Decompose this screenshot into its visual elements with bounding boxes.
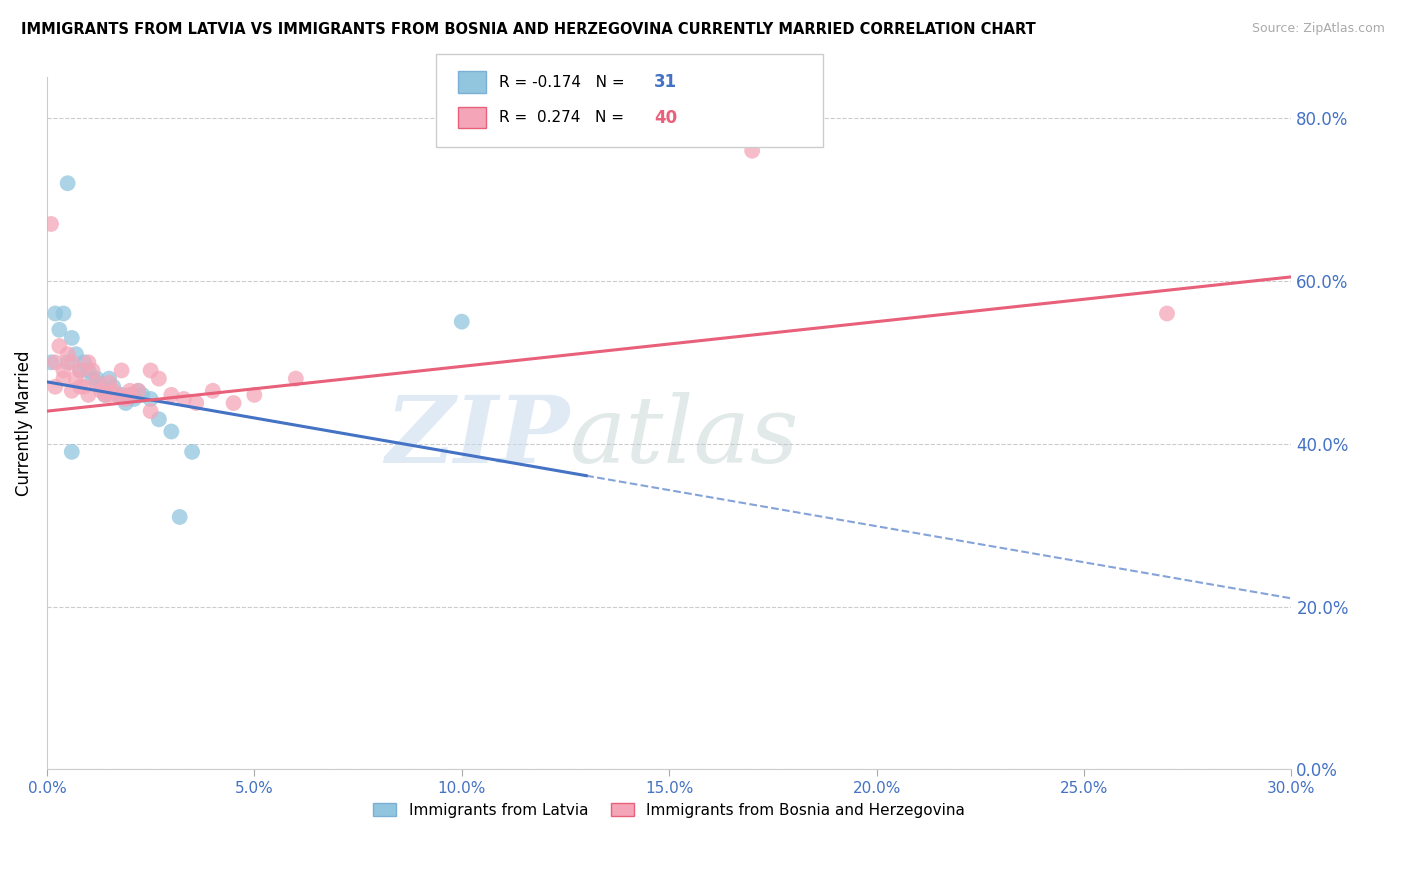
Point (82, 371, 104, 385)
Point (69, 363, 91, 377)
Point (56, 347, 79, 361)
Point (148, 371, 170, 385)
Point (44, 355, 66, 369)
Point (110, 363, 132, 377)
Point (741, 144, 763, 158)
Text: 40: 40 (654, 109, 676, 127)
Point (48, 339, 70, 353)
Point (160, 425, 183, 439)
Point (103, 380, 125, 394)
Point (90, 384, 112, 398)
Point (181, 445, 204, 459)
Point (114, 396, 136, 410)
Point (52, 363, 75, 377)
Point (60, 331, 83, 345)
Point (139, 404, 162, 418)
Point (90, 380, 112, 394)
Point (48, 323, 70, 337)
Point (98, 376, 121, 390)
Point (82, 363, 104, 377)
Legend: Immigrants from Latvia, Immigrants from Bosnia and Herzegovina: Immigrants from Latvia, Immigrants from … (367, 797, 972, 824)
Point (127, 384, 149, 398)
Point (77, 388, 100, 402)
Point (103, 384, 125, 398)
Point (77, 355, 100, 369)
Point (107, 388, 129, 402)
Point (86, 371, 108, 385)
Point (94, 388, 117, 402)
Point (114, 392, 136, 406)
Point (56, 176, 79, 190)
Text: Source: ZipAtlas.com: Source: ZipAtlas.com (1251, 22, 1385, 36)
Text: R =  0.274   N =: R = 0.274 N = (499, 111, 628, 125)
Point (44, 380, 66, 394)
Point (60, 355, 83, 369)
Text: atlas: atlas (569, 392, 799, 483)
Point (284, 371, 307, 385)
Y-axis label: Currently Married: Currently Married (15, 351, 32, 496)
Point (222, 396, 245, 410)
Point (52, 306, 75, 320)
Point (98, 388, 121, 402)
Point (243, 388, 266, 402)
Point (60, 445, 83, 459)
Point (160, 388, 183, 402)
Point (86, 376, 108, 390)
Point (148, 412, 170, 426)
Point (122, 392, 145, 406)
Point (131, 388, 153, 402)
Point (139, 363, 162, 377)
Point (450, 315, 472, 329)
Point (169, 510, 191, 524)
Text: 31: 31 (654, 73, 676, 91)
Point (186, 396, 208, 410)
Point (69, 380, 91, 394)
Text: R = -0.174   N =: R = -0.174 N = (499, 75, 630, 89)
Point (118, 388, 141, 402)
Point (1156, 306, 1178, 320)
Point (44, 306, 66, 320)
Point (52, 371, 75, 385)
Point (65, 347, 87, 361)
Text: IMMIGRANTS FROM LATVIA VS IMMIGRANTS FROM BOSNIA AND HERZEGOVINA CURRENTLY MARRI: IMMIGRANTS FROM LATVIA VS IMMIGRANTS FRO… (21, 22, 1036, 37)
Point (65, 371, 87, 385)
Point (173, 392, 195, 406)
Point (73, 380, 96, 394)
Point (201, 384, 224, 398)
Point (77, 363, 100, 377)
Point (60, 384, 83, 398)
Point (73, 355, 96, 369)
Point (56, 355, 79, 369)
Point (39, 355, 62, 369)
Text: ZIP: ZIP (385, 392, 569, 483)
Point (139, 392, 162, 406)
Point (107, 388, 129, 402)
Point (98, 371, 121, 385)
Point (110, 388, 132, 402)
Point (118, 384, 141, 398)
Point (94, 388, 117, 402)
Point (118, 388, 141, 402)
Point (39, 217, 62, 231)
Point (127, 384, 149, 398)
Point (69, 363, 91, 377)
